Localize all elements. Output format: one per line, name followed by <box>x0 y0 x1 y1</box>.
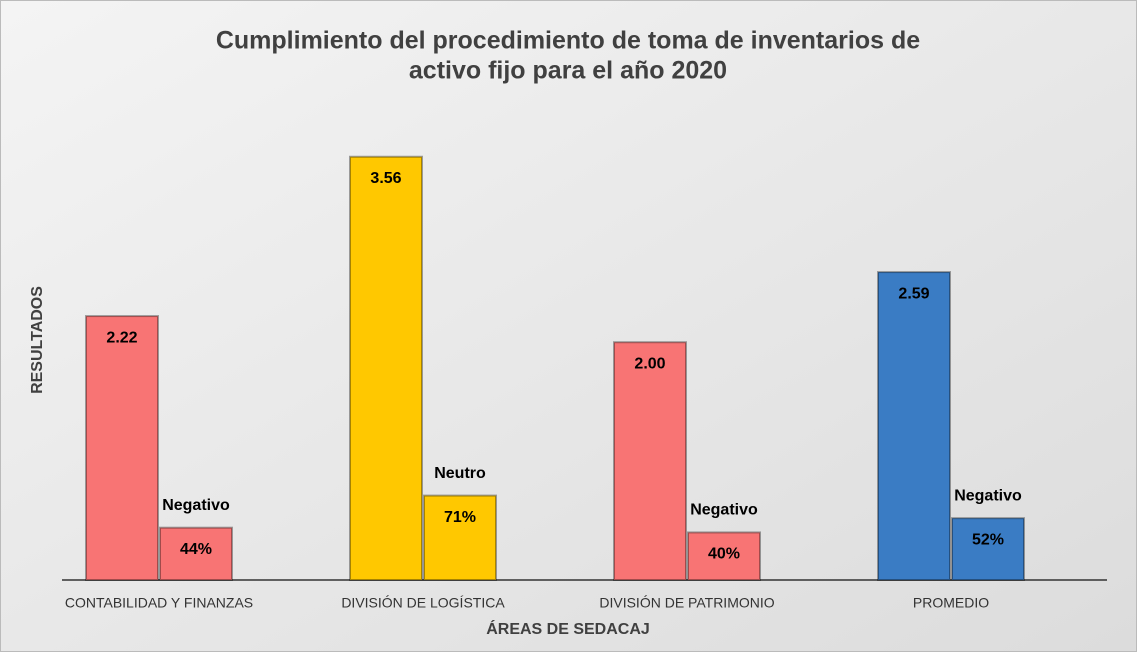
chart-title: activo fijo para el año 2020 <box>409 57 727 85</box>
x-tick-label: DIVISIÓN DE LOGÍSTICA <box>341 595 505 611</box>
bar <box>349 155 423 581</box>
data-label: 40% <box>708 546 740 563</box>
data-label: 2.00 <box>634 355 665 372</box>
rating-label: Negativo <box>162 497 230 514</box>
bar <box>951 517 1025 582</box>
y-axis-label: RESULTADOS <box>29 286 46 394</box>
rating-label: Neutro <box>434 465 486 482</box>
x-axis-label: ÁREAS DE SEDACAJ <box>486 619 650 638</box>
bar <box>613 341 687 581</box>
x-tick-label: PROMEDIO <box>913 595 989 611</box>
bar <box>687 531 761 582</box>
x-tick-label: CONTABILIDAD Y FINANZAS <box>65 595 253 611</box>
x-tick-label: DIVISIÓN DE PATRIMONIO <box>599 595 774 611</box>
rating-label: Negativo <box>954 487 1022 504</box>
data-label: 2.22 <box>106 329 137 346</box>
rating-label: Negativo <box>690 502 758 519</box>
data-label: 71% <box>444 509 476 526</box>
data-label: 52% <box>972 531 1004 548</box>
data-label: 2.59 <box>898 285 929 302</box>
chart-title: Cumplimiento del procedimiento de toma d… <box>216 27 920 55</box>
bar <box>877 271 951 581</box>
bar <box>85 315 159 581</box>
data-label: 3.56 <box>370 170 401 187</box>
bar <box>423 494 497 582</box>
bar <box>159 526 233 582</box>
data-label: 44% <box>180 541 212 558</box>
